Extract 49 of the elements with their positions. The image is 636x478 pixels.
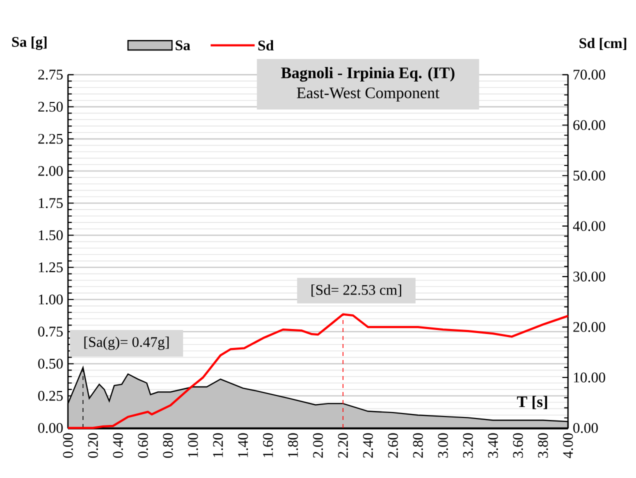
x-tick-label: 1.40 xyxy=(238,433,248,458)
x-tick-label: 0.40 xyxy=(113,433,123,458)
y-tick-label: 0.25 xyxy=(38,390,63,401)
x-tick-label: 3.60 xyxy=(513,433,523,458)
x-tick-label: 2.20 xyxy=(338,433,348,458)
text: East-West Component xyxy=(296,88,440,102)
y2-tick-label: 30.00 xyxy=(573,272,606,282)
y-tick-label: 2.50 xyxy=(38,102,63,112)
y-tick-label: 0.00 xyxy=(38,423,63,433)
x-tick-label: 3.20 xyxy=(463,433,473,458)
y-tick-label: 1.00 xyxy=(38,294,63,304)
x-tick-label: 1.60 xyxy=(263,433,273,458)
y2-axis-title: Sd [cm] xyxy=(580,38,626,50)
y2-tick-label: 20.00 xyxy=(573,322,606,332)
x-tick-label: 0.80 xyxy=(163,433,173,458)
y2-tick-label: 10.00 xyxy=(574,372,606,382)
y-tick-label: 0.75 xyxy=(38,326,63,337)
x-tick-label: 3.40 xyxy=(488,433,498,458)
y2-tick-label: 50.00 xyxy=(574,170,606,181)
x-tick-label: 1.20 xyxy=(213,433,223,458)
y2-tick-label: 70.00 xyxy=(574,70,606,80)
x-tick-label: 2.00 xyxy=(313,433,323,458)
x-tick-label: 1.80 xyxy=(288,433,298,458)
y-tick-label: 0.50 xyxy=(38,358,63,369)
y-tick-label: 2.00 xyxy=(38,166,63,176)
y-tick-label: 1.50 xyxy=(38,230,63,240)
annotation: [Sd= 22.53 cm] xyxy=(312,284,402,297)
y-tick-label: 1.75 xyxy=(38,198,63,208)
x-tick-label: 2.40 xyxy=(363,433,373,458)
y2-tick-label: 40.00 xyxy=(573,221,606,232)
x-tick-label: 2.60 xyxy=(388,433,398,458)
x-axis-title: T [s] xyxy=(516,396,548,410)
y-tick-label: 2.25 xyxy=(38,134,63,144)
x-tick-label: 1.00 xyxy=(188,433,198,458)
x-tick-label: 0.20 xyxy=(88,433,98,458)
x-tick-label: 4.00 xyxy=(563,433,573,458)
y2-tick-label: 60.00 xyxy=(573,120,606,130)
chart-title: Bagnoli - Irpinia Eq. (IT) xyxy=(281,67,454,82)
y-tick-label: 1.25 xyxy=(38,262,63,272)
y-axis-title: Sa [g] xyxy=(12,36,47,50)
legend-label: Sa xyxy=(176,40,190,50)
x-tick-label: 3.00 xyxy=(438,433,448,458)
legend-label: Sd xyxy=(258,40,274,50)
x-tick-label: 3.80 xyxy=(538,433,548,458)
x-tick-label: 2.80 xyxy=(413,433,423,458)
annotation: [Sa(g)= 0.47g] xyxy=(84,336,169,350)
y-tick-label: 2.75 xyxy=(38,70,63,80)
x-tick-label: 0.60 xyxy=(138,433,148,458)
y2-tick-label: 0.00 xyxy=(573,423,598,433)
